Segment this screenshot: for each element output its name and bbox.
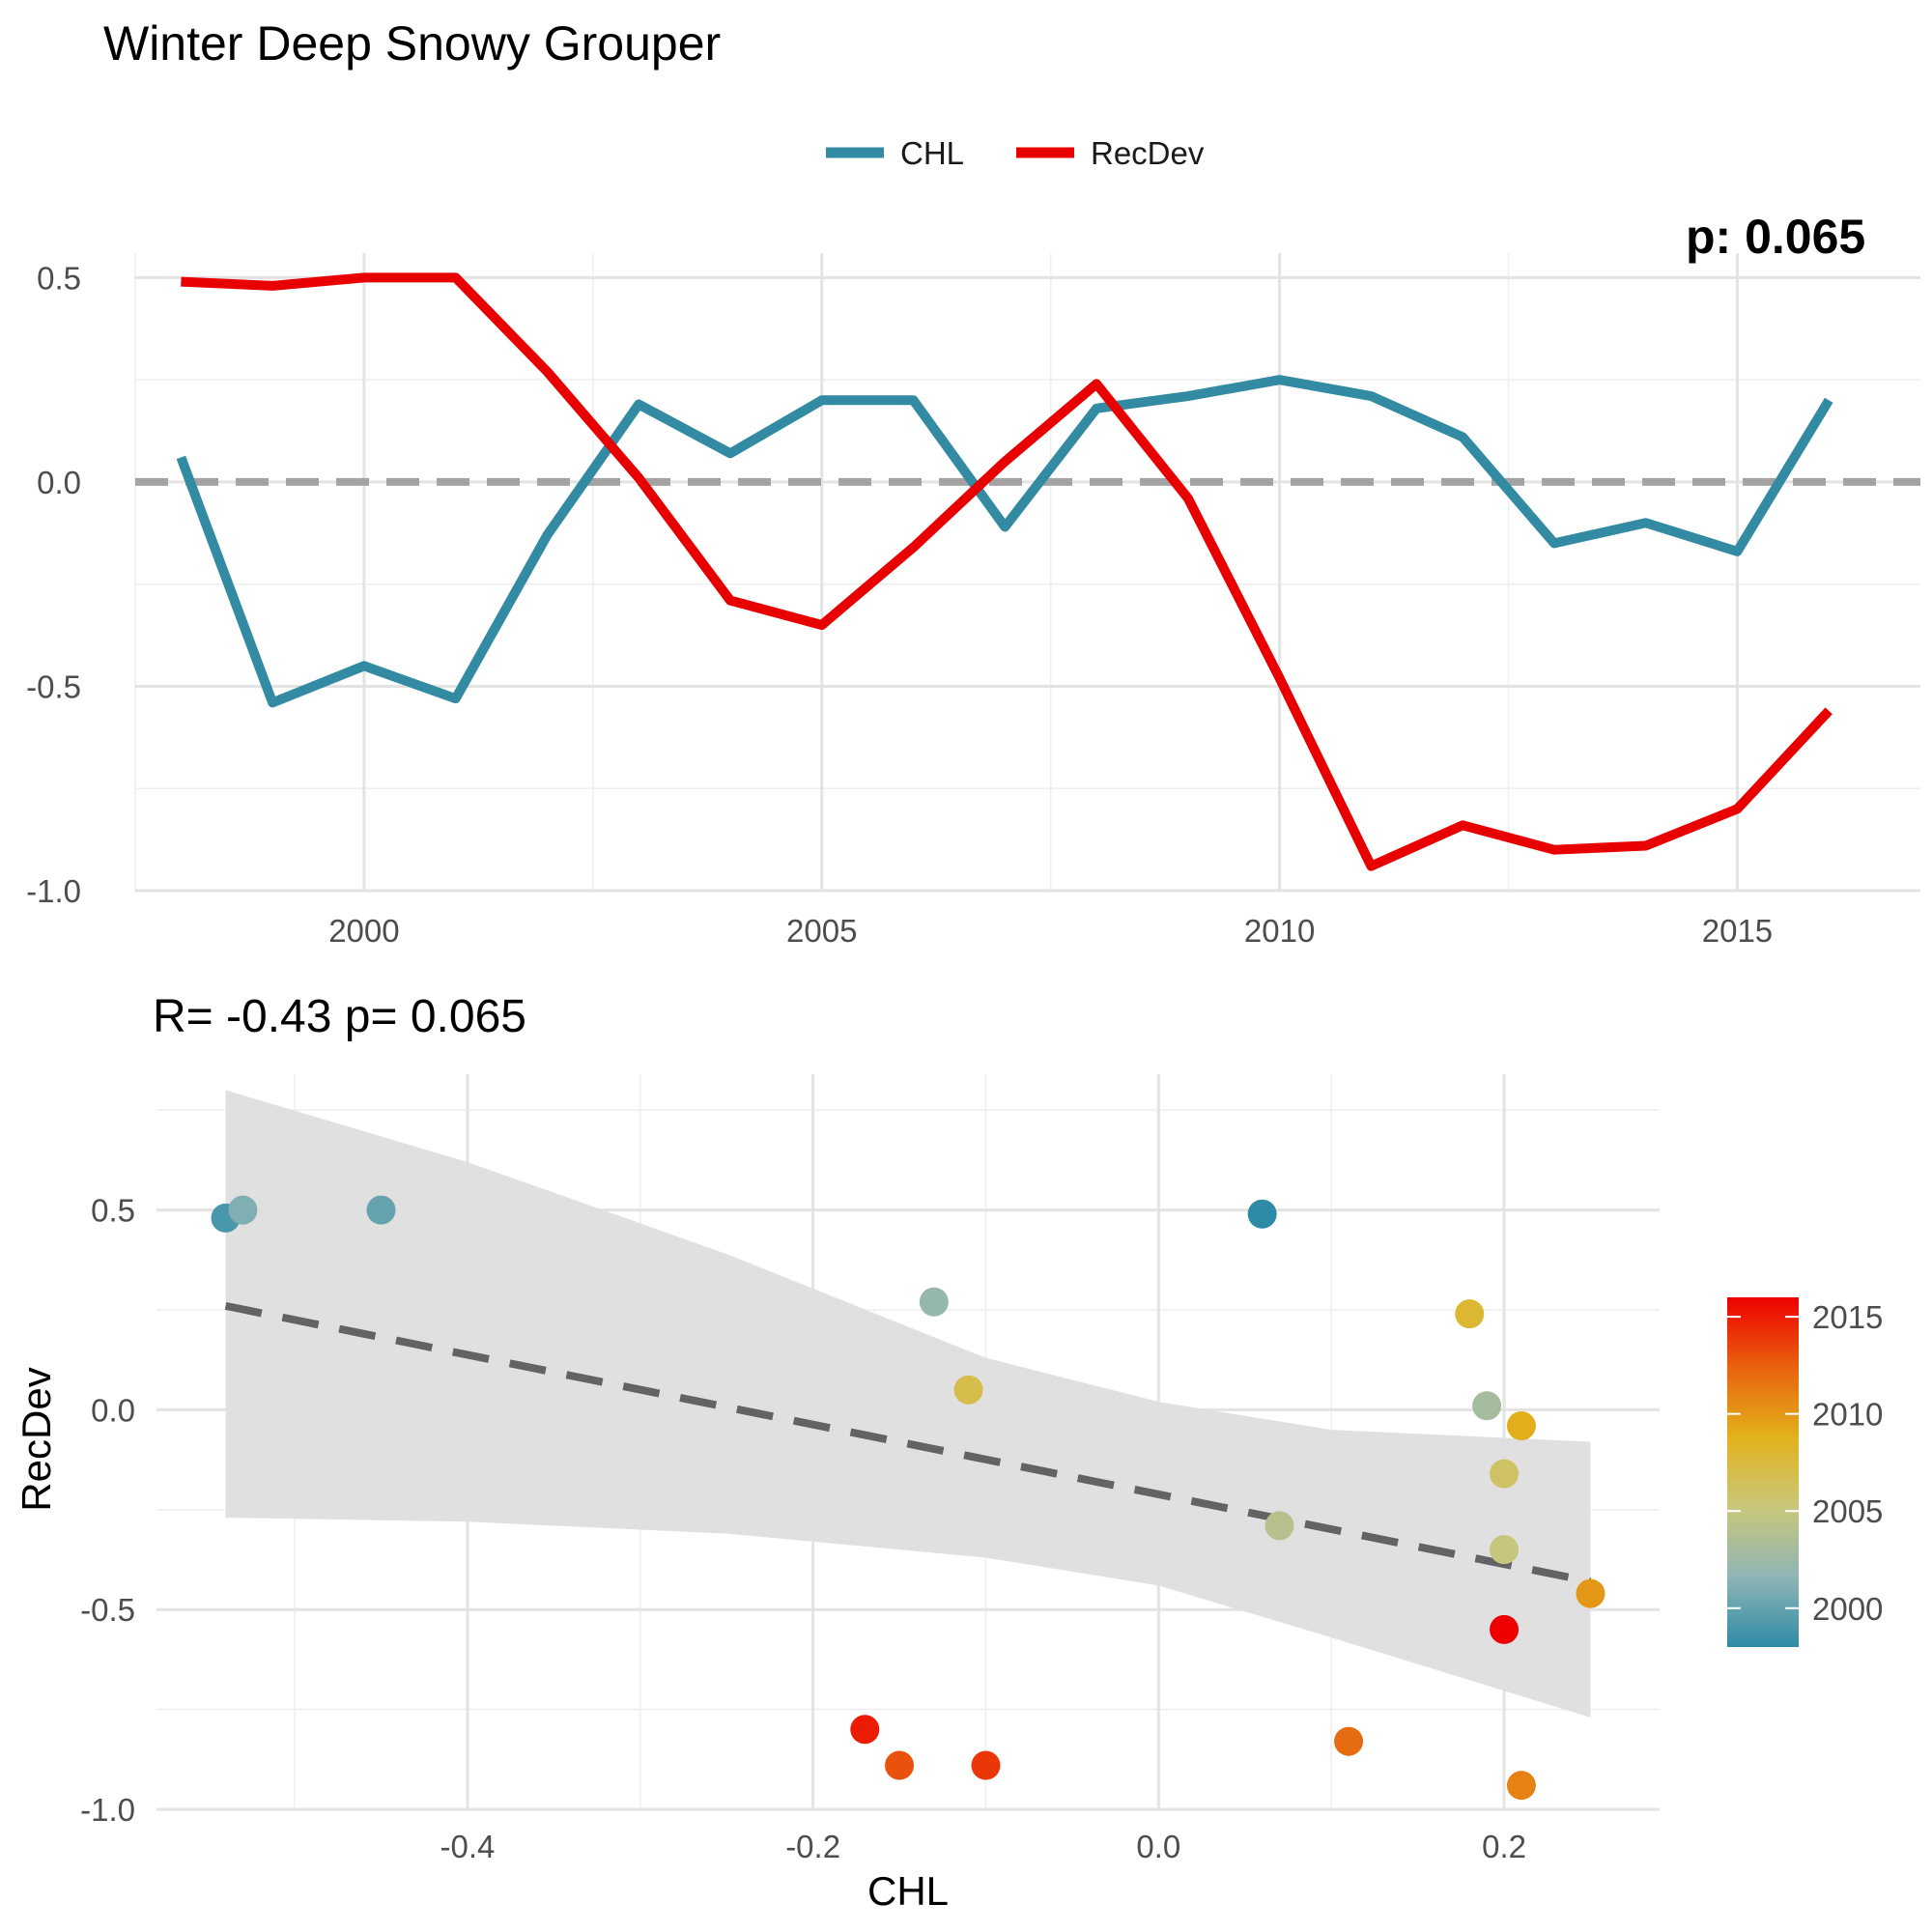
line-chart-y-tick-label: -0.5 [26, 668, 81, 704]
line-series-group [176, 272, 1833, 871]
line-chart-y-tick-labels: -1.0 -0.5 0.0 0.5 [26, 260, 81, 909]
scatter-point [1247, 1199, 1277, 1229]
legend-label-chl: CHL [900, 135, 964, 171]
line-chart-x-tick-labels: 2000 2005 2010 2015 [328, 913, 1773, 949]
scatter-subtitle: R= -0.43 p= 0.065 [153, 991, 526, 1042]
colorbar-tick-label: 2005 [1812, 1493, 1883, 1529]
colorbar-tick-label: 2000 [1812, 1591, 1883, 1627]
scatter-y-tick-label: -0.5 [80, 1592, 135, 1628]
y-axis-title: RecDev [14, 1367, 59, 1511]
scatter-point [885, 1750, 915, 1780]
line-chart-x-tick-label: 2005 [786, 913, 857, 949]
series-line-chl [176, 375, 1833, 708]
colorbar-tick-label: 2010 [1812, 1397, 1883, 1433]
line-chart-y-tick-label: -1.0 [26, 873, 81, 909]
scatter-points [211, 1195, 1605, 1801]
chart-title: Winter Deep Snowy Grouper [103, 16, 721, 71]
scatter-x-tick-label: 0.2 [1482, 1829, 1526, 1864]
scatter-x-tick-label: -0.4 [440, 1829, 495, 1864]
colorbar-tick-label: 2015 [1812, 1299, 1883, 1335]
scatter-y-tick-label: 0.5 [91, 1193, 135, 1229]
regression-fit-line [224, 1301, 1592, 1586]
scatter-x-tick-label: 0.0 [1136, 1829, 1180, 1864]
series-line-recdev [181, 272, 1833, 871]
line-chart-x-tick-label: 2000 [328, 913, 399, 949]
scatter-point [1490, 1535, 1520, 1565]
scatter-point [1455, 1299, 1485, 1329]
confidence-band [225, 1090, 1591, 1718]
scatter-point [953, 1375, 983, 1405]
line-chart-x-tick-label: 2015 [1702, 913, 1773, 949]
scatter-x-tick-labels: -0.4 -0.2 0.0 0.2 [440, 1829, 1525, 1864]
scatter-point [1334, 1726, 1364, 1756]
scatter-point [1490, 1459, 1520, 1489]
line-chart-legend: CHL RecDev [826, 135, 1205, 171]
scatter-panel: -0.4 -0.2 0.0 0.2 -1.0 -0.5 0.0 0.5 CHL RecDev [14, 1074, 1660, 1914]
line-chart-grid [134, 253, 1920, 893]
scatter-point [850, 1715, 880, 1745]
line-chart-x-tick-label: 2010 [1244, 913, 1315, 949]
scatter-point [1472, 1391, 1502, 1421]
scatter-y-tick-labels: -1.0 -0.5 0.0 0.5 [80, 1193, 135, 1828]
line-chart-y-tick-label: 0.5 [37, 260, 81, 296]
year-colorbar: 2000 2005 2010 2015 [1727, 1297, 1883, 1647]
scatter-x-tick-label: -0.2 [785, 1829, 840, 1864]
scatter-y-tick-label: 0.0 [91, 1392, 135, 1428]
top-panel-corner-label: p: 0.065 [1686, 210, 1865, 264]
colorbar-gradient [1727, 1297, 1799, 1647]
scatter-point [1506, 1410, 1536, 1440]
scatter-point [971, 1750, 1001, 1780]
scatter-point [1506, 1771, 1536, 1801]
scatter-point [366, 1195, 396, 1225]
confidence-band-group [225, 1090, 1591, 1718]
legend-label-recdev: RecDev [1091, 135, 1205, 171]
scatter-point [1576, 1578, 1605, 1608]
x-axis-title: CHL [867, 1868, 949, 1914]
scatter-point [919, 1287, 949, 1317]
scatter-point [1490, 1614, 1520, 1644]
scatter-point [1264, 1511, 1294, 1541]
scatter-y-tick-label: -1.0 [80, 1792, 135, 1828]
line-chart-panel: 2000 2005 2010 2015 -1.0 -0.5 0.0 0.5 [26, 253, 1920, 949]
fit-line-group [224, 1301, 1592, 1586]
scatter-point [228, 1195, 258, 1225]
line-chart-y-tick-label: 0.0 [37, 465, 81, 500]
